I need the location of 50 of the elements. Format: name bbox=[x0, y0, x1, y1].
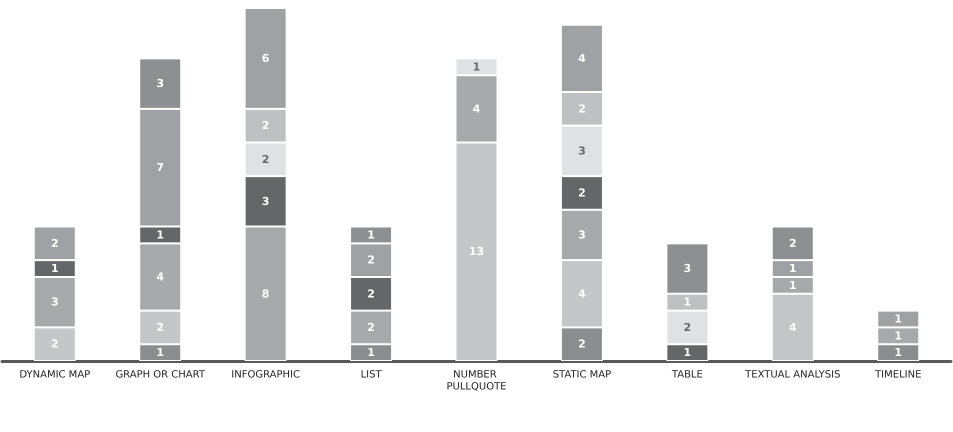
data-label: 3 bbox=[156, 77, 164, 90]
data-label: 1 bbox=[894, 346, 902, 360]
data-label: 4 bbox=[156, 270, 164, 284]
data-label: 1 bbox=[788, 262, 797, 276]
data-label: 1 bbox=[472, 60, 480, 74]
data-label: 2 bbox=[684, 320, 692, 334]
data-label: 4 bbox=[578, 287, 586, 300]
data-label: 1 bbox=[50, 262, 59, 276]
data-label: 2 bbox=[367, 320, 375, 334]
data-label: 3 bbox=[50, 296, 59, 309]
data-label: 8 bbox=[262, 287, 270, 300]
data-label: 2 bbox=[367, 254, 375, 267]
data-label: 13 bbox=[468, 245, 484, 258]
data-label: 3 bbox=[578, 144, 586, 158]
data-label: 1 bbox=[894, 312, 902, 326]
data-label: 2 bbox=[367, 287, 375, 300]
x-tick-label: TEXTUAL ANALYSIS bbox=[744, 370, 840, 380]
data-label: 2 bbox=[578, 102, 586, 116]
x-tick-label: STATIC MAP bbox=[552, 370, 612, 380]
data-label: 2 bbox=[578, 186, 586, 200]
data-label: 2 bbox=[156, 320, 164, 334]
x-tick-label: INFOGRAPHIC bbox=[231, 370, 300, 380]
data-label: 2 bbox=[578, 338, 586, 351]
data-label: 3 bbox=[684, 262, 692, 276]
data-label: 4 bbox=[472, 102, 481, 116]
data-label: 2 bbox=[50, 338, 59, 351]
data-label: 4 bbox=[788, 320, 797, 334]
data-label: 3 bbox=[262, 194, 270, 208]
data-label: 2 bbox=[262, 152, 270, 166]
data-label: 2 bbox=[262, 119, 270, 132]
data-label: 1 bbox=[788, 278, 797, 292]
x-tick-label: TIMELINE bbox=[874, 370, 922, 380]
x-tick-label: TABLE bbox=[670, 370, 703, 380]
x-tick-label: DYNAMIC MAP bbox=[19, 370, 90, 380]
data-label: 6 bbox=[262, 52, 270, 65]
data-label: 3 bbox=[578, 228, 586, 242]
x-tick-label: LIST bbox=[360, 370, 382, 380]
data-label: 1 bbox=[367, 228, 375, 242]
data-label: 1 bbox=[684, 346, 692, 360]
data-label: 1 bbox=[684, 296, 692, 309]
data-label: 7 bbox=[156, 161, 164, 174]
data-label: 1 bbox=[156, 346, 164, 360]
x-tick-label: GRAPH OR CHART bbox=[115, 370, 206, 380]
data-label: 2 bbox=[788, 236, 797, 250]
x-tick-label: NUMBER PULLQUOTE bbox=[446, 370, 506, 392]
data-label: 4 bbox=[578, 52, 586, 65]
data-label: 2 bbox=[50, 236, 59, 250]
data-label: 1 bbox=[156, 228, 164, 242]
data-label: 1 bbox=[367, 346, 375, 360]
data-label: 1 bbox=[894, 329, 902, 342]
